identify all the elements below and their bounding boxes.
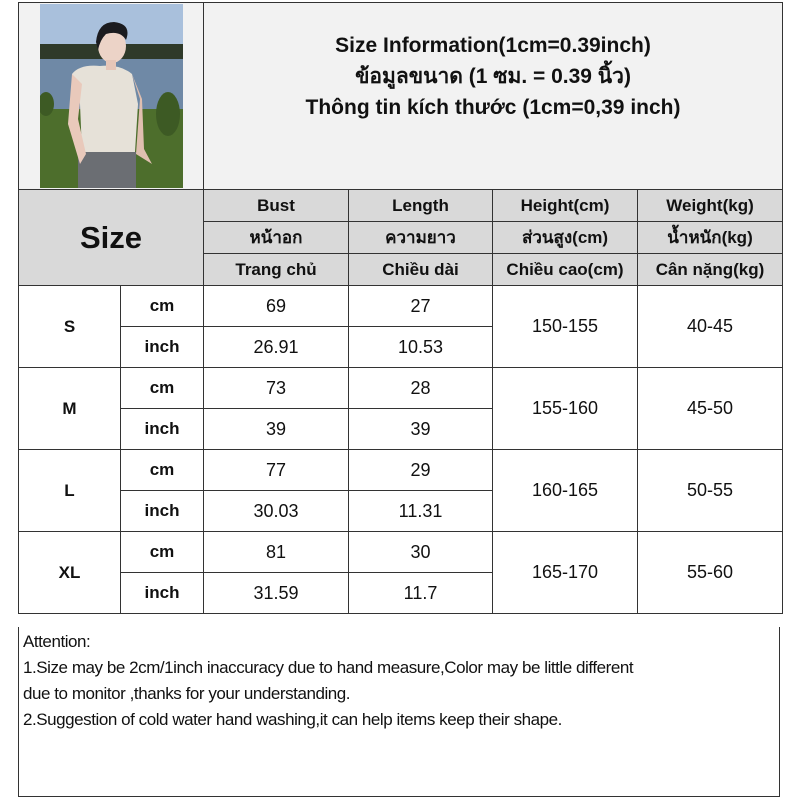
weight-range: 40-45 [636, 285, 784, 368]
header-weight-th: น้ำหนัก(kg) [636, 221, 784, 254]
table-row: XL cm 81 30 165-170 55-60 [18, 531, 784, 614]
weight-range: 45-50 [636, 367, 784, 450]
height-range: 160-165 [492, 449, 638, 532]
length-cm: 28 [348, 367, 493, 409]
unit-cm: cm [120, 367, 204, 409]
bust-inch: 30.03 [203, 490, 349, 532]
unit-inch: inch [120, 572, 204, 614]
length-cm: 30 [348, 531, 493, 573]
table-row: inch 26.91 10.53 [19, 326, 783, 368]
size-chart-table: Size Information(1cm=0.39inch) ข้อมูลขนา… [18, 2, 784, 614]
title-vietnamese: Thông tin kích thước (1cm=0,39 inch) [305, 95, 681, 119]
header-bust-en: Bust [203, 189, 349, 222]
unit-inch: inch [120, 326, 204, 368]
attention-notes: Attention: 1.Size may be 2cm/1inch inacc… [18, 627, 780, 797]
bust-inch: 26.91 [203, 326, 349, 368]
bust-cm: 77 [203, 449, 349, 491]
header-bust-vi: Trang chủ [203, 253, 349, 286]
height-range: 165-170 [492, 531, 638, 614]
size-label: S [18, 285, 121, 368]
bust-inch: 39 [203, 408, 349, 450]
table-row: inch 30.03 11.31 [19, 490, 783, 532]
header-length-th: ความยาว [348, 221, 493, 254]
attention-note-1-cont: due to monitor ,thanks for your understa… [23, 684, 351, 703]
length-inch: 11.7 [348, 572, 493, 614]
unit-inch: inch [120, 490, 204, 532]
attention-note-2: 2.Suggestion of cold water hand washing,… [23, 710, 562, 729]
size-column-header: Size [18, 189, 204, 286]
length-inch: 39 [348, 408, 493, 450]
weight-range: 55-60 [636, 531, 784, 614]
size-label: L [18, 449, 121, 532]
title-english: Size Information(1cm=0.39inch) [335, 33, 651, 57]
bust-cm: 81 [203, 531, 349, 573]
attention-heading: Attention: [23, 632, 91, 651]
length-inch: 11.31 [348, 490, 493, 532]
size-label: M [18, 367, 121, 450]
unit-cm: cm [120, 285, 204, 327]
length-cm: 29 [348, 449, 493, 491]
height-range: 155-160 [492, 367, 638, 450]
size-label: XL [18, 531, 121, 614]
length-cm: 27 [348, 285, 493, 327]
header-weight-en: Weight(kg) [636, 189, 784, 222]
unit-cm: cm [120, 449, 204, 491]
bust-inch: 31.59 [203, 572, 349, 614]
attention-note-1: 1.Size may be 2cm/1inch inaccuracy due t… [23, 658, 634, 677]
product-photo-cell [18, 2, 204, 190]
height-range: 150-155 [492, 285, 638, 368]
title-thai: ข้อมูลขนาด (1 ซม. = 0.39 นิ้ว) [355, 64, 631, 88]
table-row: inch 31.59 11.7 [19, 572, 783, 614]
length-inch: 10.53 [348, 326, 493, 368]
header-height-en: Height(cm) [492, 189, 638, 222]
model-photo [39, 4, 183, 188]
header-bust-th: หน้าอก [203, 221, 349, 254]
bust-cm: 69 [203, 285, 349, 327]
size-information-title: Size Information(1cm=0.39inch) ข้อมูลขนา… [202, 2, 784, 190]
bust-cm: 73 [203, 367, 349, 409]
header-length-en: Length [348, 189, 493, 222]
unit-cm: cm [120, 531, 204, 573]
header-weight-vi: Cân nặng(kg) [636, 253, 784, 286]
unit-inch: inch [120, 408, 204, 450]
header-height-vi: Chiều cao(cm) [492, 253, 638, 286]
weight-range: 50-55 [636, 449, 784, 532]
header-height-th: ส่วนสูง(cm) [492, 221, 638, 254]
header-length-vi: Chiều dài [348, 253, 493, 286]
